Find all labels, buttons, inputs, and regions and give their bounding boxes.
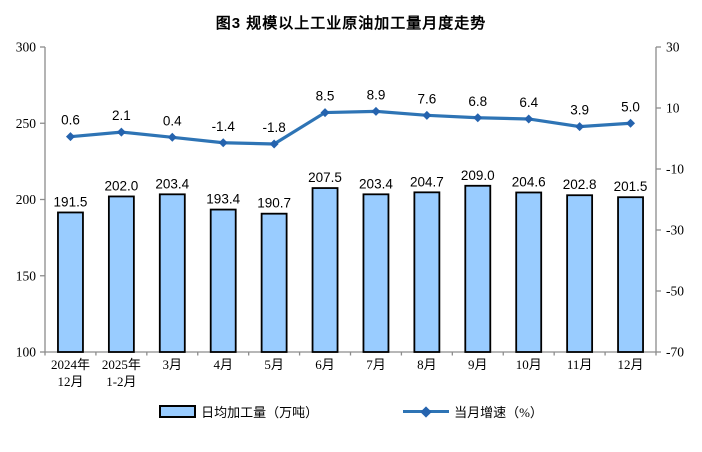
bar [260, 212, 288, 353]
right-axis-tick-label: -50 [666, 284, 684, 299]
line-value-label: -1.8 [262, 120, 285, 135]
line-series [68, 109, 633, 146]
diamond-marker-icon [420, 405, 432, 418]
bar-value-label: 191.5 [54, 194, 88, 209]
line-marker [167, 132, 177, 142]
bar-value-label: 204.7 [410, 174, 444, 189]
line-value-label: 6.4 [519, 95, 538, 110]
bar [515, 191, 543, 353]
x-axis-label: 12月 [618, 357, 644, 372]
left-axis-tick-label: 250 [16, 116, 37, 131]
bar [413, 191, 441, 353]
line-value-label: 8.5 [316, 89, 335, 104]
left-axis-tick-label: 200 [16, 192, 37, 207]
x-axis-label: 3月 [163, 357, 183, 372]
bar [107, 195, 135, 353]
bar-value-label: 203.4 [359, 176, 393, 191]
right-axis-tick-label: -30 [666, 223, 684, 238]
right-axis-tick-label: 30 [666, 40, 680, 55]
bar-value-label: 193.4 [206, 192, 240, 207]
x-axis-label: 2025年 [102, 357, 141, 372]
x-axis-label: 10月 [516, 357, 542, 372]
x-axis-label: 8月 [417, 357, 437, 372]
x-axis-label: 9月 [468, 357, 488, 372]
line-marker [422, 110, 432, 120]
x-axis-label: 12月 [57, 374, 83, 389]
line-marker [320, 108, 330, 118]
bar-value-label: 202.0 [104, 178, 138, 193]
bar [566, 194, 594, 353]
line-marker [218, 138, 228, 148]
bar-value-label: 190.7 [257, 196, 291, 211]
left-axis-tick-label: 150 [16, 268, 37, 283]
chart-title: 图3 规模以上工业原油加工量月度走势 [215, 15, 487, 32]
line-value-label: 8.9 [367, 87, 386, 102]
legend-item-line-series: 当月增速（%） [403, 402, 543, 421]
left-axis-tick-label: 300 [16, 40, 37, 55]
bar [158, 193, 186, 353]
line-value-label: 6.8 [468, 94, 487, 109]
bar-value-label: 202.8 [563, 177, 597, 192]
bar-value-label: 209.0 [461, 168, 495, 183]
line-value-label: 5.0 [621, 99, 640, 114]
line-marker [116, 127, 126, 137]
x-axis-label: 2024年 [51, 357, 90, 372]
line-series-swatch-icon [403, 405, 450, 418]
bar [464, 184, 492, 353]
bar [311, 187, 339, 353]
legend-line-label: 当月增速（%） [454, 405, 543, 420]
line-marker [65, 132, 75, 142]
line-marker [524, 114, 534, 124]
line-marker [575, 122, 585, 132]
x-axis-label: 5月 [264, 357, 284, 372]
x-axis-label: 11月 [567, 357, 593, 372]
x-axis-label: 1-2月 [106, 374, 136, 389]
left-axis-tick-label: 100 [16, 345, 37, 360]
bar [362, 193, 390, 353]
bar-value-label: 204.6 [512, 174, 546, 189]
legend-bar-label: 日均加工量（万吨） [201, 405, 319, 420]
right-axis-tick-label: -70 [666, 345, 684, 360]
bar [209, 208, 237, 353]
line-value-label: -1.4 [212, 119, 236, 134]
legend-item-bar-series: 日均加工量（万吨） [159, 402, 318, 421]
line-value-label: 0.4 [163, 113, 182, 128]
line-value-label: 3.9 [570, 103, 589, 118]
line-value-label: 2.1 [112, 108, 131, 123]
bar [57, 211, 84, 353]
bar-value-label: 203.4 [155, 176, 189, 191]
right-axis-tick-label: 10 [666, 101, 680, 116]
x-axis-label: 6月 [315, 357, 335, 372]
x-axis-label: 4月 [213, 357, 233, 372]
right-axis-tick-label: -10 [666, 162, 684, 177]
chart-legend: 日均加工量（万吨） 当月增速（%） [0, 402, 702, 421]
line-value-label: 7.6 [417, 91, 436, 106]
bar-value-label: 201.5 [614, 179, 648, 194]
bar-series-swatch-icon [159, 405, 197, 418]
x-axis-label: 7月 [366, 357, 386, 372]
line-marker [371, 106, 381, 116]
bar [617, 196, 644, 353]
line-marker [269, 139, 279, 149]
line-marker [473, 113, 483, 123]
line-value-label: 0.6 [61, 113, 80, 128]
bar-value-label: 207.5 [308, 170, 342, 185]
line-marker [626, 118, 636, 128]
